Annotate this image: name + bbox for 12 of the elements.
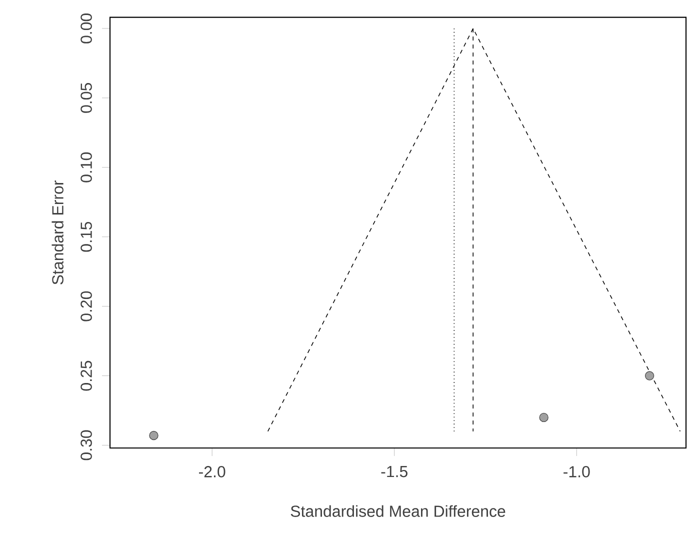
y-tick-label: 0.25 [80, 360, 92, 391]
x-tick-label: -2.0 [199, 466, 226, 478]
y-axis-title: Standard Error [52, 180, 64, 284]
x-axis-title: Standardised Mean Difference [290, 505, 506, 517]
x-tick-label: -1.5 [381, 466, 408, 478]
y-tick-label: 0.05 [80, 83, 92, 113]
y-tick-label: 0.15 [80, 222, 92, 252]
y-tick-label: 0.10 [80, 152, 92, 182]
y-tick-label: 0.20 [80, 291, 92, 322]
y-tick-label: 0.00 [80, 14, 92, 44]
y-tick-label: 0.30 [80, 430, 92, 460]
x-tick-label: -1.0 [564, 466, 590, 478]
